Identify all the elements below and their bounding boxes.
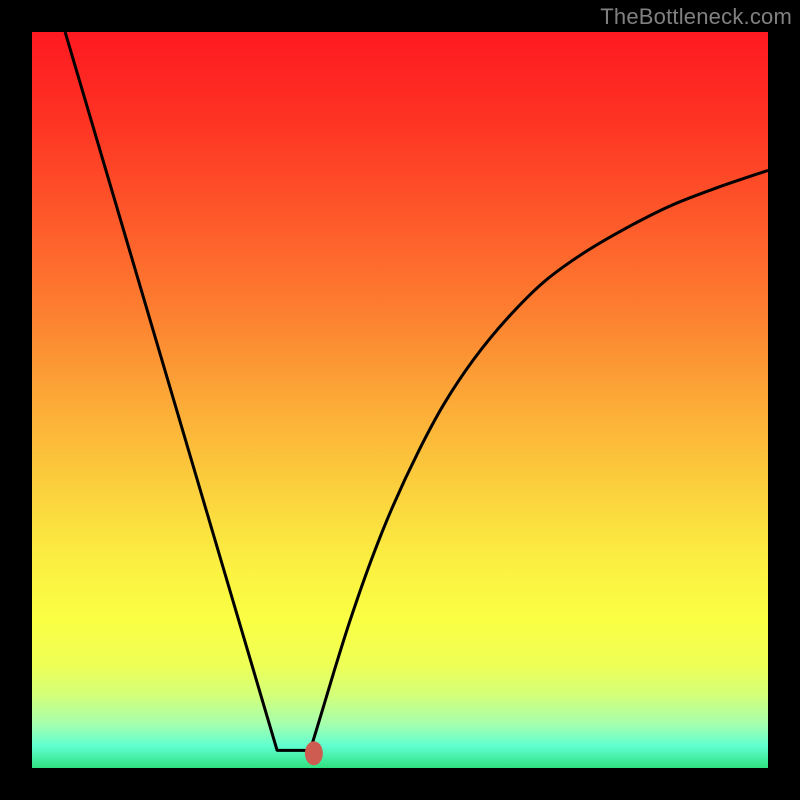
chart-container: TheBottleneck.com	[0, 0, 800, 800]
plot-background-gradient	[32, 32, 768, 768]
optimal-point-marker	[305, 741, 323, 765]
watermark-text: TheBottleneck.com	[600, 4, 792, 30]
bottleneck-chart	[0, 0, 800, 800]
